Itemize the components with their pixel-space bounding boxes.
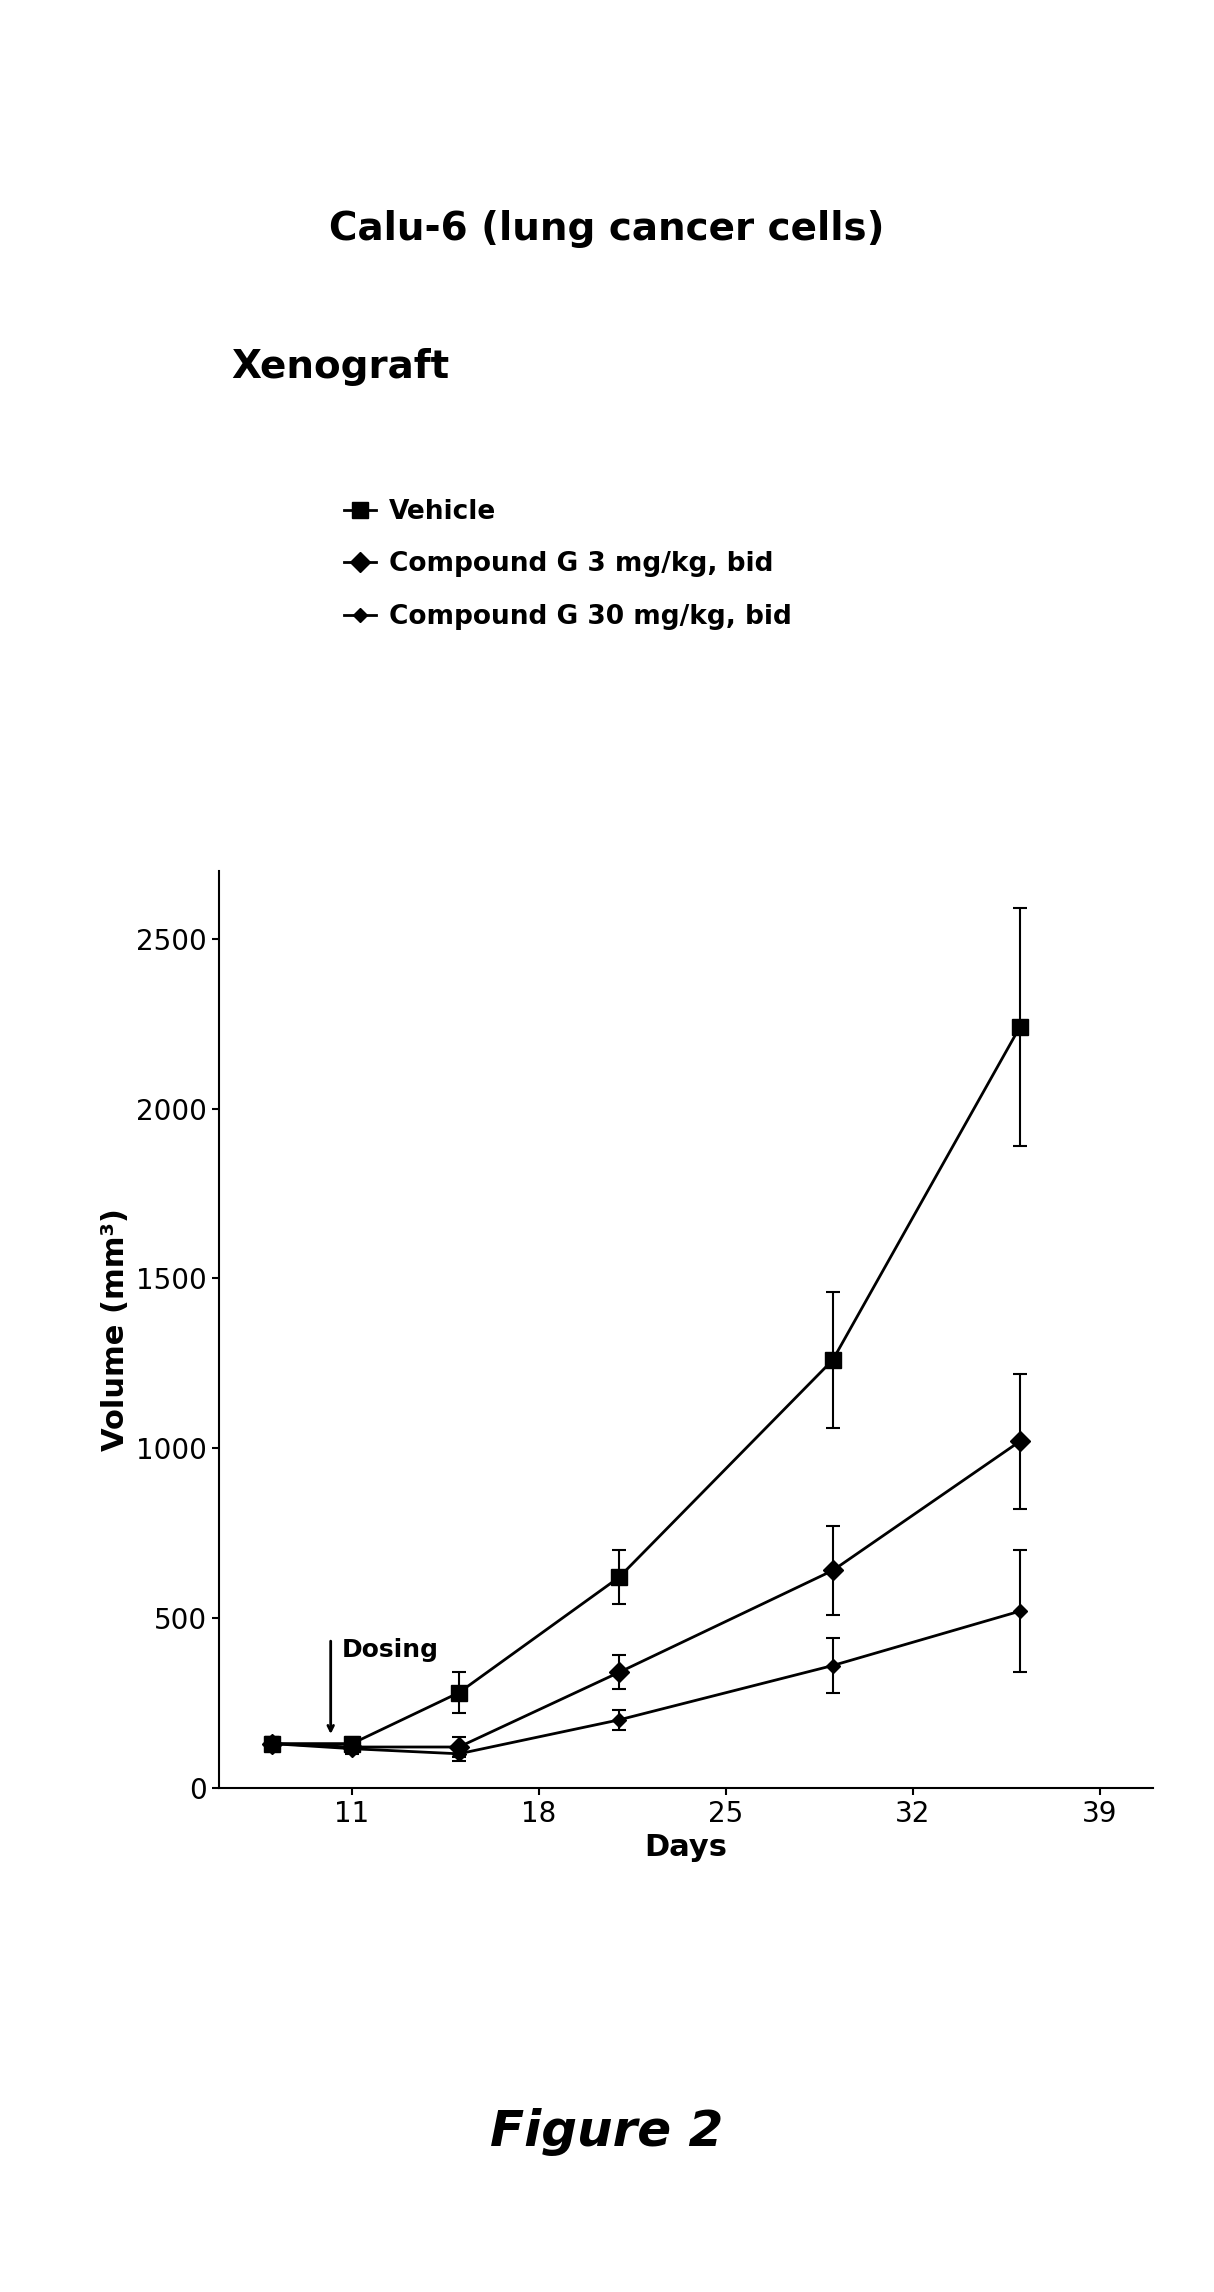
Y-axis label: Volume (mm³): Volume (mm³) xyxy=(101,1208,130,1451)
Text: Figure 2: Figure 2 xyxy=(490,2109,724,2154)
X-axis label: Days: Days xyxy=(645,1834,727,1861)
Text: Dosing: Dosing xyxy=(341,1639,438,1662)
Text: Calu-6 (lung cancer cells): Calu-6 (lung cancer cells) xyxy=(329,211,885,248)
Text: Xenograft: Xenograft xyxy=(231,348,449,385)
Legend: Vehicle, Compound G 3 mg/kg, bid, Compound G 30 mg/kg, bid: Vehicle, Compound G 3 mg/kg, bid, Compou… xyxy=(344,500,792,630)
